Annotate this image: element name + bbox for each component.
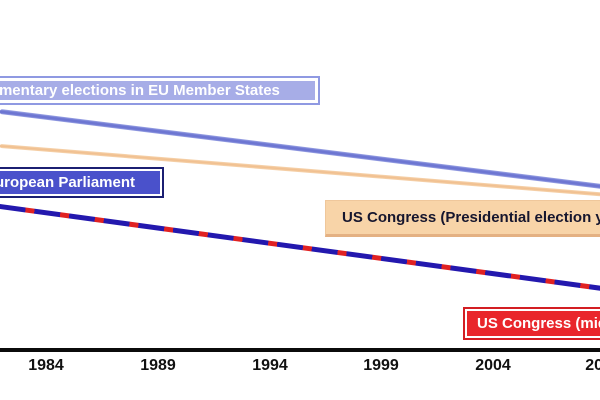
- x-tick-1989: 1989: [140, 357, 176, 374]
- x-tick-1999: 1999: [363, 357, 399, 374]
- series-label-text: US Congress (midterm election years): [477, 315, 600, 332]
- series-label-us-congress-presidential: US Congress (Presidential election years…: [325, 200, 600, 237]
- series-label-european-parliament: European Parliament: [0, 167, 164, 198]
- series-label-eu-national-elections: Parliamentary elections in EU Member Sta…: [0, 76, 320, 105]
- series-label-text: European Parliament: [0, 174, 136, 191]
- x-tick-1994: 1994: [252, 357, 288, 374]
- x-tick-2004: 2004: [475, 357, 511, 374]
- series-label-text: US Congress (Presidential election years…: [342, 209, 600, 226]
- series-label-text: Parliamentary elections in EU Member Sta…: [0, 82, 280, 99]
- x-axis-line: [0, 348, 600, 352]
- x-tick-2009: 2009: [585, 357, 600, 374]
- x-tick-1984: 1984: [28, 357, 64, 374]
- series-label-us-congress-midterm: US Congress (midterm election years): [463, 307, 600, 340]
